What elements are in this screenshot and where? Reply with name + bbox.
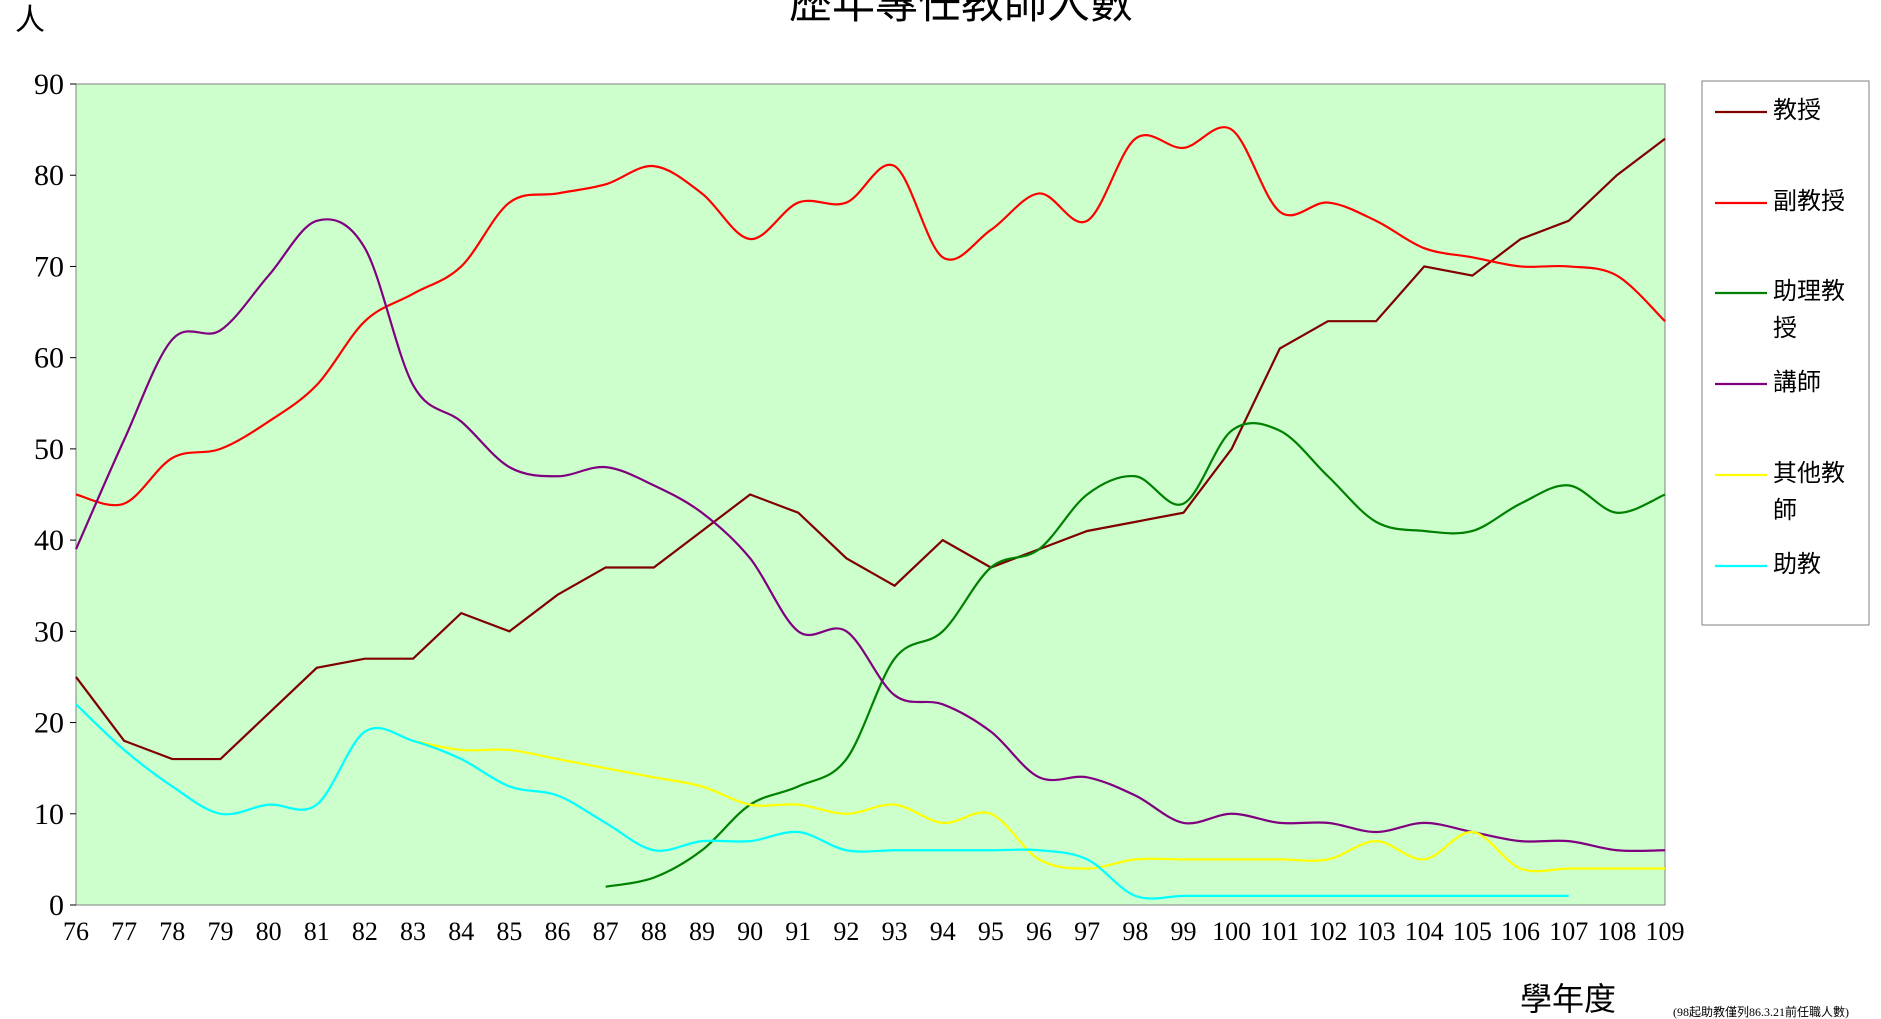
- series-line: [75, 126, 1666, 507]
- x-tick-label: 89: [689, 917, 715, 946]
- x-tick-label: 96: [1026, 917, 1052, 946]
- footnote: (98起助教僅列86.3.21前任職人數): [1673, 1004, 1849, 1019]
- series-line: [75, 137, 1666, 761]
- x-tick-label: 78: [159, 917, 185, 946]
- legend-label: 教授: [1773, 98, 1821, 124]
- x-tick-label: 86: [545, 917, 571, 946]
- x-tick-label: 79: [207, 917, 233, 946]
- x-tick-label: 84: [448, 917, 474, 946]
- x-tick-label: 103: [1357, 917, 1396, 946]
- x-tick-label: 90: [737, 917, 763, 946]
- x-tick-label: 107: [1549, 917, 1588, 946]
- y-tick-label: 70: [34, 250, 64, 283]
- x-tick-label: 95: [978, 917, 1004, 946]
- x-tick-label: 108: [1597, 917, 1636, 946]
- x-tick-label: 99: [1170, 917, 1196, 946]
- x-tick-label: 97: [1074, 917, 1100, 946]
- legend-box: [1701, 80, 1870, 626]
- x-tick-label: 94: [930, 917, 956, 946]
- legend-label: 講師: [1773, 370, 1821, 396]
- x-tick-label: 93: [882, 917, 908, 946]
- legend-label: 助教: [1773, 552, 1821, 578]
- plot-area: [75, 83, 1666, 906]
- y-tick-label: 40: [34, 524, 64, 557]
- y-tick-label: 60: [34, 342, 64, 375]
- series-line: [412, 739, 1665, 873]
- x-axis-label: 學年度: [1520, 981, 1616, 1017]
- chart-title: 歷年專任教師人數: [789, 0, 1133, 28]
- x-tick-label: 85: [496, 917, 522, 946]
- x-tick-label: 98: [1122, 917, 1148, 946]
- series-line: [75, 703, 1569, 900]
- legend-label: 其他教師: [1773, 461, 1845, 524]
- x-tick-label: 81: [304, 917, 330, 946]
- x-tick-label: 82: [352, 917, 378, 946]
- x-tick-label: 76: [63, 917, 89, 946]
- legend-label: 副教授: [1773, 189, 1845, 215]
- y-tick-label: 50: [34, 433, 64, 466]
- x-tick-label: 104: [1405, 917, 1444, 946]
- x-tick-label: 91: [785, 917, 811, 946]
- x-tick-label: 80: [256, 917, 282, 946]
- x-tick-label: 101: [1260, 917, 1299, 946]
- x-tick-label: 102: [1308, 917, 1347, 946]
- x-tick-label: 106: [1501, 917, 1540, 946]
- y-tick-label: 0: [49, 889, 64, 922]
- x-tick-label: 88: [641, 917, 667, 946]
- legend-label: 助理教授: [1773, 279, 1845, 342]
- series-line: [605, 422, 1666, 888]
- y-tick-label: 80: [34, 159, 64, 192]
- x-tick-label: 87: [593, 917, 619, 946]
- x-tick-label: 83: [400, 917, 426, 946]
- x-tick-label: 77: [111, 917, 137, 946]
- x-tick-label: 105: [1453, 917, 1492, 946]
- x-tick-label: 100: [1212, 917, 1251, 946]
- x-tick-label: 92: [833, 917, 859, 946]
- y-tick-label: 20: [34, 707, 64, 740]
- y-tick-label: 10: [34, 798, 64, 831]
- y-axis-label: 人: [15, 4, 45, 37]
- y-tick-label: 30: [34, 615, 64, 648]
- y-tick-label: 90: [34, 68, 64, 101]
- x-tick-label: 109: [1646, 917, 1685, 946]
- series-line: [74, 218, 1666, 853]
